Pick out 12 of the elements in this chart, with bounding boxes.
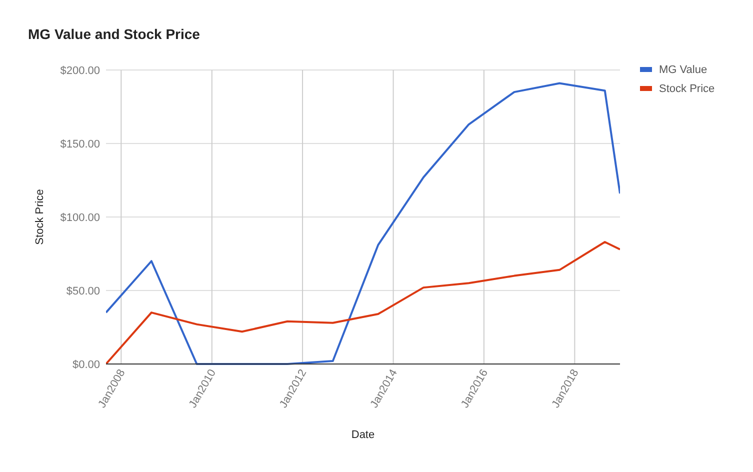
y-axis-title: Stock Price bbox=[34, 189, 46, 245]
y-tick-label: $0.00 bbox=[72, 359, 100, 371]
legend-label: MG Value bbox=[659, 64, 708, 76]
x-axis-title: Date bbox=[351, 429, 375, 441]
line-series bbox=[106, 82, 620, 365]
y-tick-label: $200.00 bbox=[60, 65, 100, 77]
y-tick-label: $100.00 bbox=[60, 212, 100, 224]
chart-title: MG Value and Stock Price bbox=[28, 26, 200, 42]
y-tick-label: $50.00 bbox=[66, 286, 100, 298]
legend-label: Stock Price bbox=[659, 83, 715, 95]
y-tick-label: $150.00 bbox=[60, 138, 100, 150]
line-series bbox=[106, 240, 620, 365]
